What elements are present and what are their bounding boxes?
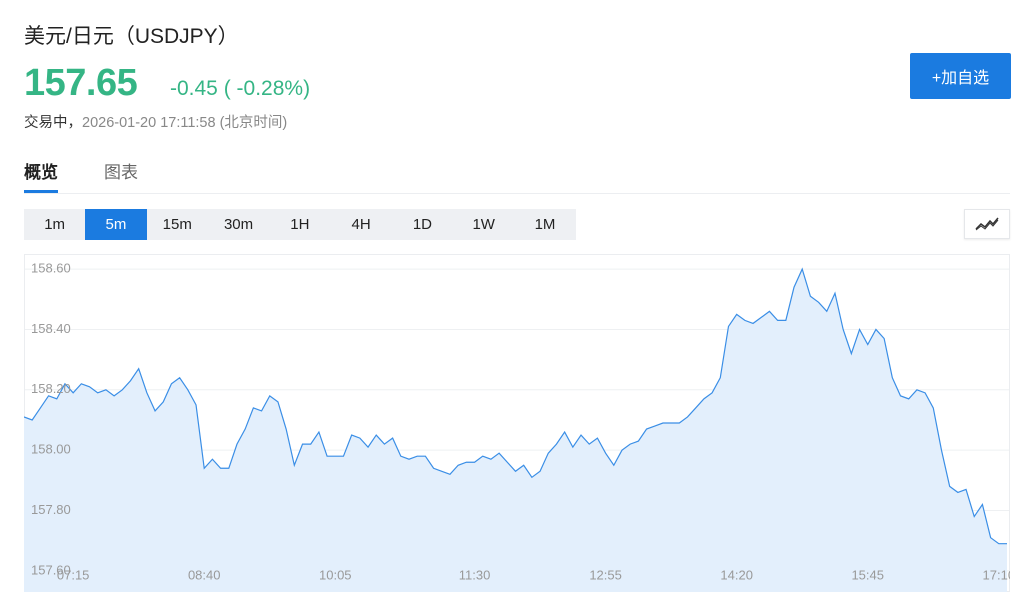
y-tick-label: 158.40 bbox=[31, 321, 71, 336]
x-tick-label: 17:10 bbox=[983, 567, 1010, 582]
tab[interactable]: 图表 bbox=[104, 163, 138, 182]
period-button[interactable]: 1m bbox=[44, 216, 66, 233]
x-tick-label: 12:55 bbox=[589, 567, 622, 582]
x-tick-label: 14:20 bbox=[720, 567, 753, 582]
period-selector: 1m 5m 15m 30m 1H 4H 1D 1W 1M bbox=[24, 209, 576, 240]
add-watchlist-button[interactable]: +加自选 bbox=[910, 53, 1011, 99]
y-tick-label: 157.60 bbox=[31, 562, 71, 577]
timestamp: 2026-01-20 17:11:58 (北京时间) bbox=[82, 115, 288, 131]
x-tick-label: 15:45 bbox=[851, 567, 884, 582]
tab-divider bbox=[24, 193, 1010, 194]
period-button[interactable]: 1D bbox=[412, 216, 433, 233]
period-button[interactable]: 15m bbox=[162, 216, 192, 233]
chart: 157.60 157.80 158.00 158.20 158.40 158.60 07:1… bbox=[24, 254, 1010, 592]
x-tick-label: 11:30 bbox=[459, 567, 491, 582]
period-button[interactable]: 1W bbox=[472, 216, 495, 233]
y-tick-label: 157.80 bbox=[31, 502, 71, 517]
x-tick-label: 07:15 bbox=[57, 567, 90, 582]
period-button[interactable]: 1M bbox=[534, 216, 556, 233]
status-line: 交易中，2026-01-20 17:11:58 (北京时间) bbox=[24, 111, 287, 132]
title: 美元/日元（USDJPY） bbox=[24, 25, 239, 48]
line bbox=[24, 267, 1007, 545]
x-tick-label: 08:40 bbox=[188, 567, 221, 582]
period-button[interactable]: 30m bbox=[223, 216, 254, 233]
chart-type-button[interactable] bbox=[964, 209, 1010, 239]
price-change: -0.45 ( -0.28%) bbox=[170, 77, 311, 100]
area bbox=[24, 269, 1007, 592]
period-button[interactable]: 5m bbox=[85, 209, 147, 240]
y-tick-label: 158.00 bbox=[31, 442, 71, 457]
tabs: 概览 图表 bbox=[24, 158, 138, 193]
price: 157.65 bbox=[24, 62, 138, 104]
y-tick-label: 158.60 bbox=[31, 261, 71, 276]
x-tick-label: 10:05 bbox=[319, 567, 352, 582]
chart-icon bbox=[975, 217, 999, 231]
period-button[interactable]: 1H bbox=[290, 216, 310, 233]
y-tick-label: 158.20 bbox=[31, 381, 71, 396]
tab[interactable]: 概览 bbox=[24, 158, 58, 193]
trade-status: 交易中， bbox=[24, 115, 82, 131]
period-button[interactable]: 4H bbox=[351, 216, 371, 233]
